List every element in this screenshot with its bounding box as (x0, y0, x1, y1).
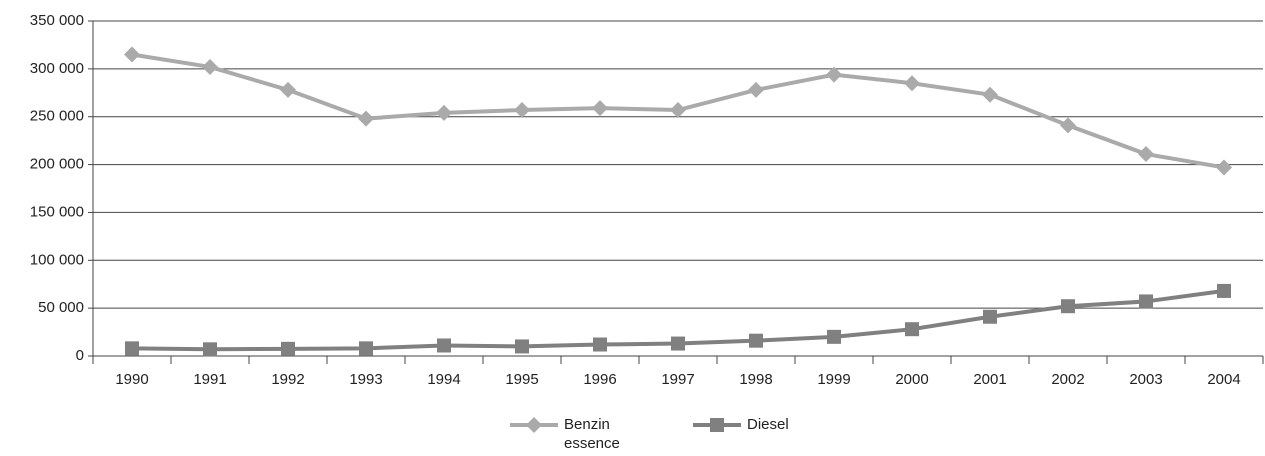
point (749, 333, 763, 348)
x-tick-label: 1992 (271, 371, 304, 388)
point (280, 81, 296, 98)
x-tick-label: 1991 (193, 371, 226, 388)
point (827, 329, 841, 344)
point (203, 342, 217, 357)
x-tick-label: 1993 (349, 371, 382, 388)
point (358, 110, 374, 127)
point (124, 46, 140, 63)
x-tick-label: 1995 (505, 371, 538, 388)
point (592, 100, 608, 117)
x-tick-label: 2000 (895, 371, 928, 388)
legend-marker (710, 418, 724, 432)
point (1139, 294, 1153, 309)
point (281, 341, 295, 356)
y-tick-label: 350 000 (30, 12, 84, 29)
point (436, 104, 452, 121)
x-tick-label: 2004 (1207, 371, 1240, 388)
y-tick-label: 50 000 (38, 299, 84, 316)
x-tick-label: 1998 (739, 371, 772, 388)
x-tick-label: 2002 (1051, 371, 1084, 388)
x-tick-label: 1999 (817, 371, 850, 388)
point (670, 102, 686, 119)
point (748, 81, 764, 98)
point (983, 309, 997, 324)
point (515, 339, 529, 354)
y-tick-label: 0 (76, 347, 84, 364)
point (202, 58, 218, 75)
x-tick-label: 2001 (973, 371, 1006, 388)
y-tick-label: 200 000 (30, 156, 84, 173)
point (671, 336, 685, 351)
legend-marker (526, 417, 542, 433)
point (904, 75, 920, 92)
point (826, 66, 842, 83)
point (1216, 159, 1232, 176)
x-tick-label: 1990 (115, 371, 148, 388)
y-tick-label: 300 000 (30, 60, 84, 77)
point (982, 86, 998, 103)
y-tick-label: 150 000 (30, 203, 84, 220)
point (1138, 146, 1154, 163)
legend-label: Benzin essence (564, 416, 620, 452)
x-tick-label: 2003 (1129, 371, 1162, 388)
point (905, 322, 919, 337)
point (359, 341, 373, 356)
point (437, 338, 451, 353)
x-tick-label: 1994 (427, 371, 460, 388)
point (1061, 299, 1075, 314)
x-tick-label: 1996 (583, 371, 616, 388)
x-tick-label: 1997 (661, 371, 694, 388)
point (1060, 117, 1076, 134)
point (1217, 283, 1231, 298)
y-tick-label: 250 000 (30, 108, 84, 125)
point (125, 341, 139, 356)
y-tick-label: 100 000 (30, 251, 84, 268)
point (514, 102, 530, 119)
legend-label: Diesel (747, 416, 789, 433)
point (593, 337, 607, 352)
